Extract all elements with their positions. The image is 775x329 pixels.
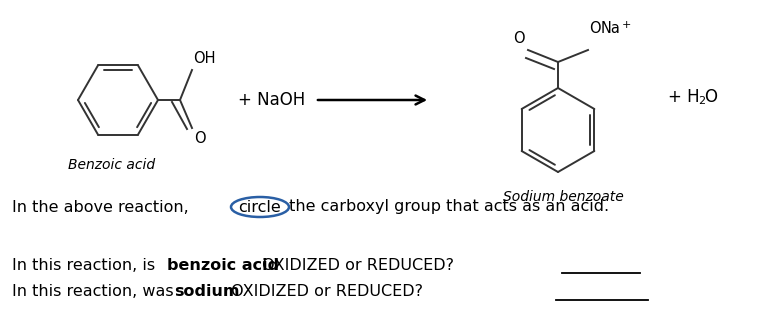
Text: O: O bbox=[513, 31, 525, 46]
Text: OXIDIZED or REDUCED?: OXIDIZED or REDUCED? bbox=[226, 285, 423, 299]
Text: O: O bbox=[589, 21, 601, 36]
Text: 2: 2 bbox=[698, 96, 705, 106]
Text: In this reaction, was: In this reaction, was bbox=[12, 285, 179, 299]
Text: +: + bbox=[622, 20, 632, 30]
Text: + NaOH: + NaOH bbox=[238, 91, 305, 109]
Text: OH: OH bbox=[193, 51, 215, 66]
Text: Sodium benzoate: Sodium benzoate bbox=[503, 190, 624, 204]
Text: circle: circle bbox=[238, 199, 281, 215]
Text: In this reaction, is: In this reaction, is bbox=[12, 258, 160, 272]
Text: the carboxyl group that acts as an acid.: the carboxyl group that acts as an acid. bbox=[284, 199, 609, 215]
Text: O: O bbox=[194, 131, 205, 146]
Text: In the above reaction,: In the above reaction, bbox=[12, 199, 194, 215]
Text: Benzoic acid: Benzoic acid bbox=[68, 158, 155, 172]
Text: + H: + H bbox=[668, 88, 700, 106]
Text: O: O bbox=[704, 88, 717, 106]
Text: sodium: sodium bbox=[174, 285, 239, 299]
Text: benzoic acid: benzoic acid bbox=[167, 258, 279, 272]
Text: Na: Na bbox=[601, 21, 621, 36]
Text: OXIDIZED or REDUCED?: OXIDIZED or REDUCED? bbox=[257, 258, 454, 272]
